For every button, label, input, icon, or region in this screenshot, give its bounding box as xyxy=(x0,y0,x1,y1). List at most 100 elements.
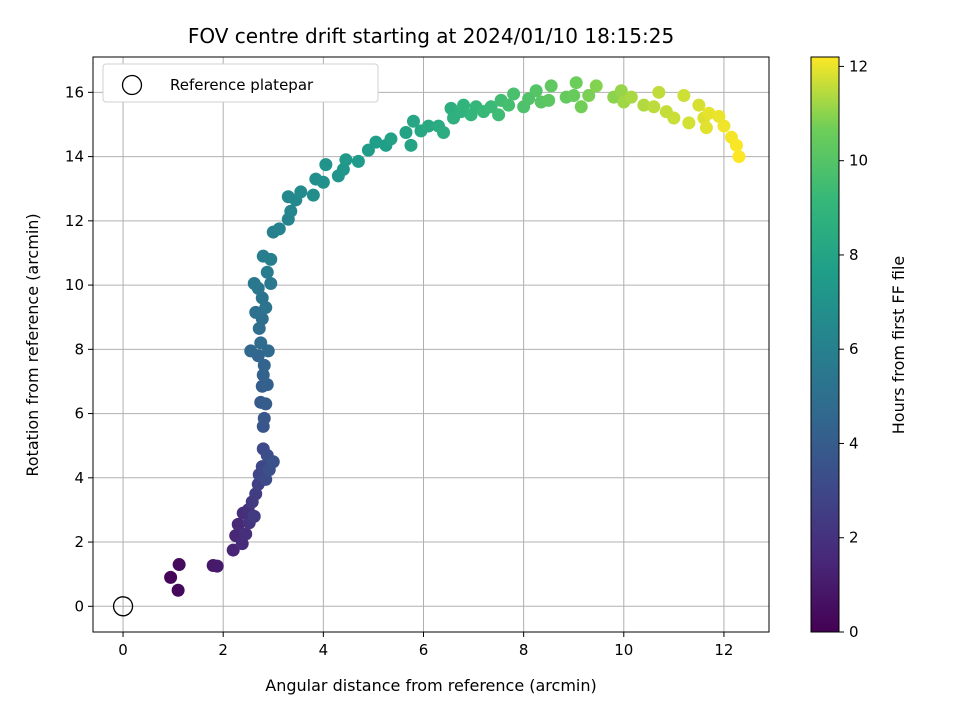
data-point xyxy=(266,455,280,469)
x-tick-label: 12 xyxy=(714,641,733,659)
colorbar-tick-label: 4 xyxy=(849,434,859,452)
data-point xyxy=(210,559,224,573)
data-point xyxy=(589,79,603,93)
x-tick-label: 6 xyxy=(419,641,429,659)
data-point xyxy=(406,114,420,128)
data-point xyxy=(239,527,253,541)
colorbar-label: Hours from first FF file xyxy=(889,256,908,435)
x-axis-ticks: 0 2 4 6 8 10 12 xyxy=(118,632,733,659)
data-point xyxy=(652,85,666,99)
data-point xyxy=(624,90,638,104)
data-point xyxy=(171,583,185,597)
y-tick-label: 6 xyxy=(74,405,84,423)
x-tick-label: 8 xyxy=(519,641,529,659)
x-tick-label: 4 xyxy=(319,641,329,659)
y-tick-label: 14 xyxy=(65,148,84,166)
data-point xyxy=(384,132,398,146)
x-tick-label: 2 xyxy=(218,641,228,659)
data-point xyxy=(306,188,320,202)
y-tick-label: 10 xyxy=(65,276,84,294)
data-point xyxy=(647,100,661,114)
data-point xyxy=(544,79,558,93)
data-point xyxy=(254,336,268,350)
data-point xyxy=(404,138,418,152)
data-point xyxy=(569,76,583,90)
y-axis-ticks: 0 2 4 6 8 10 12 14 16 xyxy=(65,83,93,615)
data-point xyxy=(264,276,278,290)
data-point xyxy=(529,84,543,98)
data-point xyxy=(339,153,353,167)
data-point xyxy=(247,276,261,290)
data-point xyxy=(457,98,471,112)
data-point xyxy=(542,93,556,107)
data-point xyxy=(677,89,691,103)
data-point xyxy=(399,125,413,139)
x-axis-label: Angular distance from reference (arcmin) xyxy=(265,676,596,695)
data-point xyxy=(574,100,588,114)
reference-marker xyxy=(112,596,134,617)
y-tick-label: 8 xyxy=(74,340,84,358)
data-point xyxy=(614,84,628,98)
legend-entry-reference-platepar: Reference platepar xyxy=(170,76,314,94)
data-point xyxy=(567,89,581,103)
data-point xyxy=(729,138,743,152)
data-point xyxy=(369,135,383,149)
colorbar-tick-label: 8 xyxy=(849,246,859,264)
data-point xyxy=(582,89,596,103)
data-point xyxy=(249,305,263,319)
data-point xyxy=(257,411,271,425)
data-point xyxy=(717,119,731,133)
data-point xyxy=(507,87,521,101)
y-tick-label: 2 xyxy=(74,533,84,551)
data-points xyxy=(164,76,746,597)
y-tick-label: 4 xyxy=(74,469,84,487)
y-tick-label: 0 xyxy=(74,597,84,615)
y-axis-label: Rotation from reference (arcmin) xyxy=(23,213,42,476)
data-point xyxy=(264,252,278,266)
colorbar-tick-label: 10 xyxy=(849,152,868,170)
data-point xyxy=(699,121,713,135)
colorbar-gradient xyxy=(810,56,840,633)
y-tick-label: 16 xyxy=(65,83,84,101)
data-point xyxy=(244,344,258,358)
data-point xyxy=(667,111,681,125)
data-point xyxy=(492,108,506,122)
data-point xyxy=(260,265,274,279)
data-point xyxy=(226,543,240,557)
data-point xyxy=(294,185,308,199)
legend: Reference platepar xyxy=(102,63,379,103)
data-point xyxy=(712,109,726,123)
colorbar-tick-label: 0 xyxy=(849,623,859,641)
reference-marker-group xyxy=(112,596,134,617)
data-point xyxy=(164,570,178,584)
data-point xyxy=(637,98,651,112)
grid-lines xyxy=(93,57,769,632)
colorbar-tick-label: 2 xyxy=(849,529,859,547)
colorbar-ticks: 0 2 4 6 8 10 12 xyxy=(839,57,868,641)
x-tick-label: 10 xyxy=(614,641,633,659)
data-point xyxy=(351,154,365,168)
data-point xyxy=(256,368,270,382)
data-point xyxy=(732,150,746,164)
data-point xyxy=(231,517,245,531)
plot-frame xyxy=(92,56,770,633)
legend-reference-marker xyxy=(121,74,143,96)
data-point xyxy=(702,106,716,120)
data-point xyxy=(437,125,451,139)
chart-title: FOV centre drift starting at 2024/01/10 … xyxy=(188,24,674,48)
data-point xyxy=(257,358,271,372)
data-point xyxy=(172,558,186,572)
data-point xyxy=(319,158,333,172)
colorbar-tick-label: 6 xyxy=(849,340,859,358)
legend-box xyxy=(102,63,379,103)
data-point xyxy=(692,98,706,112)
data-point xyxy=(247,509,261,523)
data-point xyxy=(316,175,330,189)
colorbar-tick-label: 12 xyxy=(849,57,868,75)
data-point xyxy=(502,98,516,112)
data-point xyxy=(284,204,298,218)
colorbar: 0 2 4 6 8 10 12 Hours from first FF file xyxy=(810,56,908,641)
x-tick-label: 0 xyxy=(118,641,128,659)
data-point xyxy=(682,116,696,130)
